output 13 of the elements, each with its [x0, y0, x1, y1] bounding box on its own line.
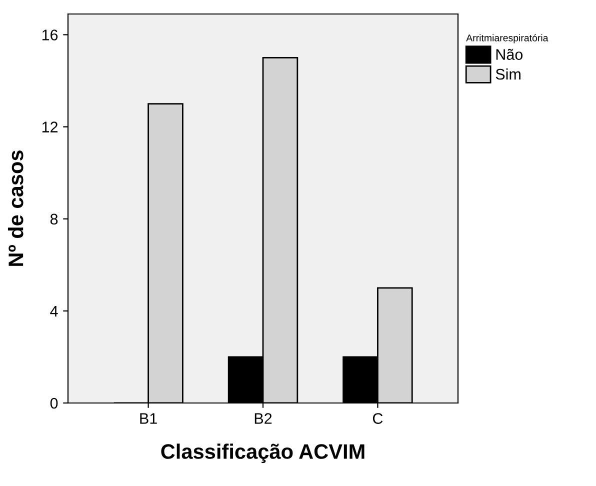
legend-label: Não [496, 48, 523, 60]
y-axis-title: Nº de casos [8, 150, 24, 266]
x-tick-label: B2 [254, 413, 272, 424]
x-tick-label: B1 [140, 413, 157, 424]
y-tick-label: 16 [42, 30, 58, 40]
x-axis-title: Classificação ACVIM [161, 444, 364, 464]
legend-label: Sim [496, 68, 520, 80]
y-tick-label: 12 [42, 122, 58, 132]
legend-title: Arritmiarespiratória [466, 34, 548, 44]
x-tick-label: C [372, 413, 383, 424]
y-tick-label: 8 [50, 214, 58, 225]
y-tick-label: 0 [50, 398, 58, 409]
y-tick-label: 4 [50, 306, 58, 316]
